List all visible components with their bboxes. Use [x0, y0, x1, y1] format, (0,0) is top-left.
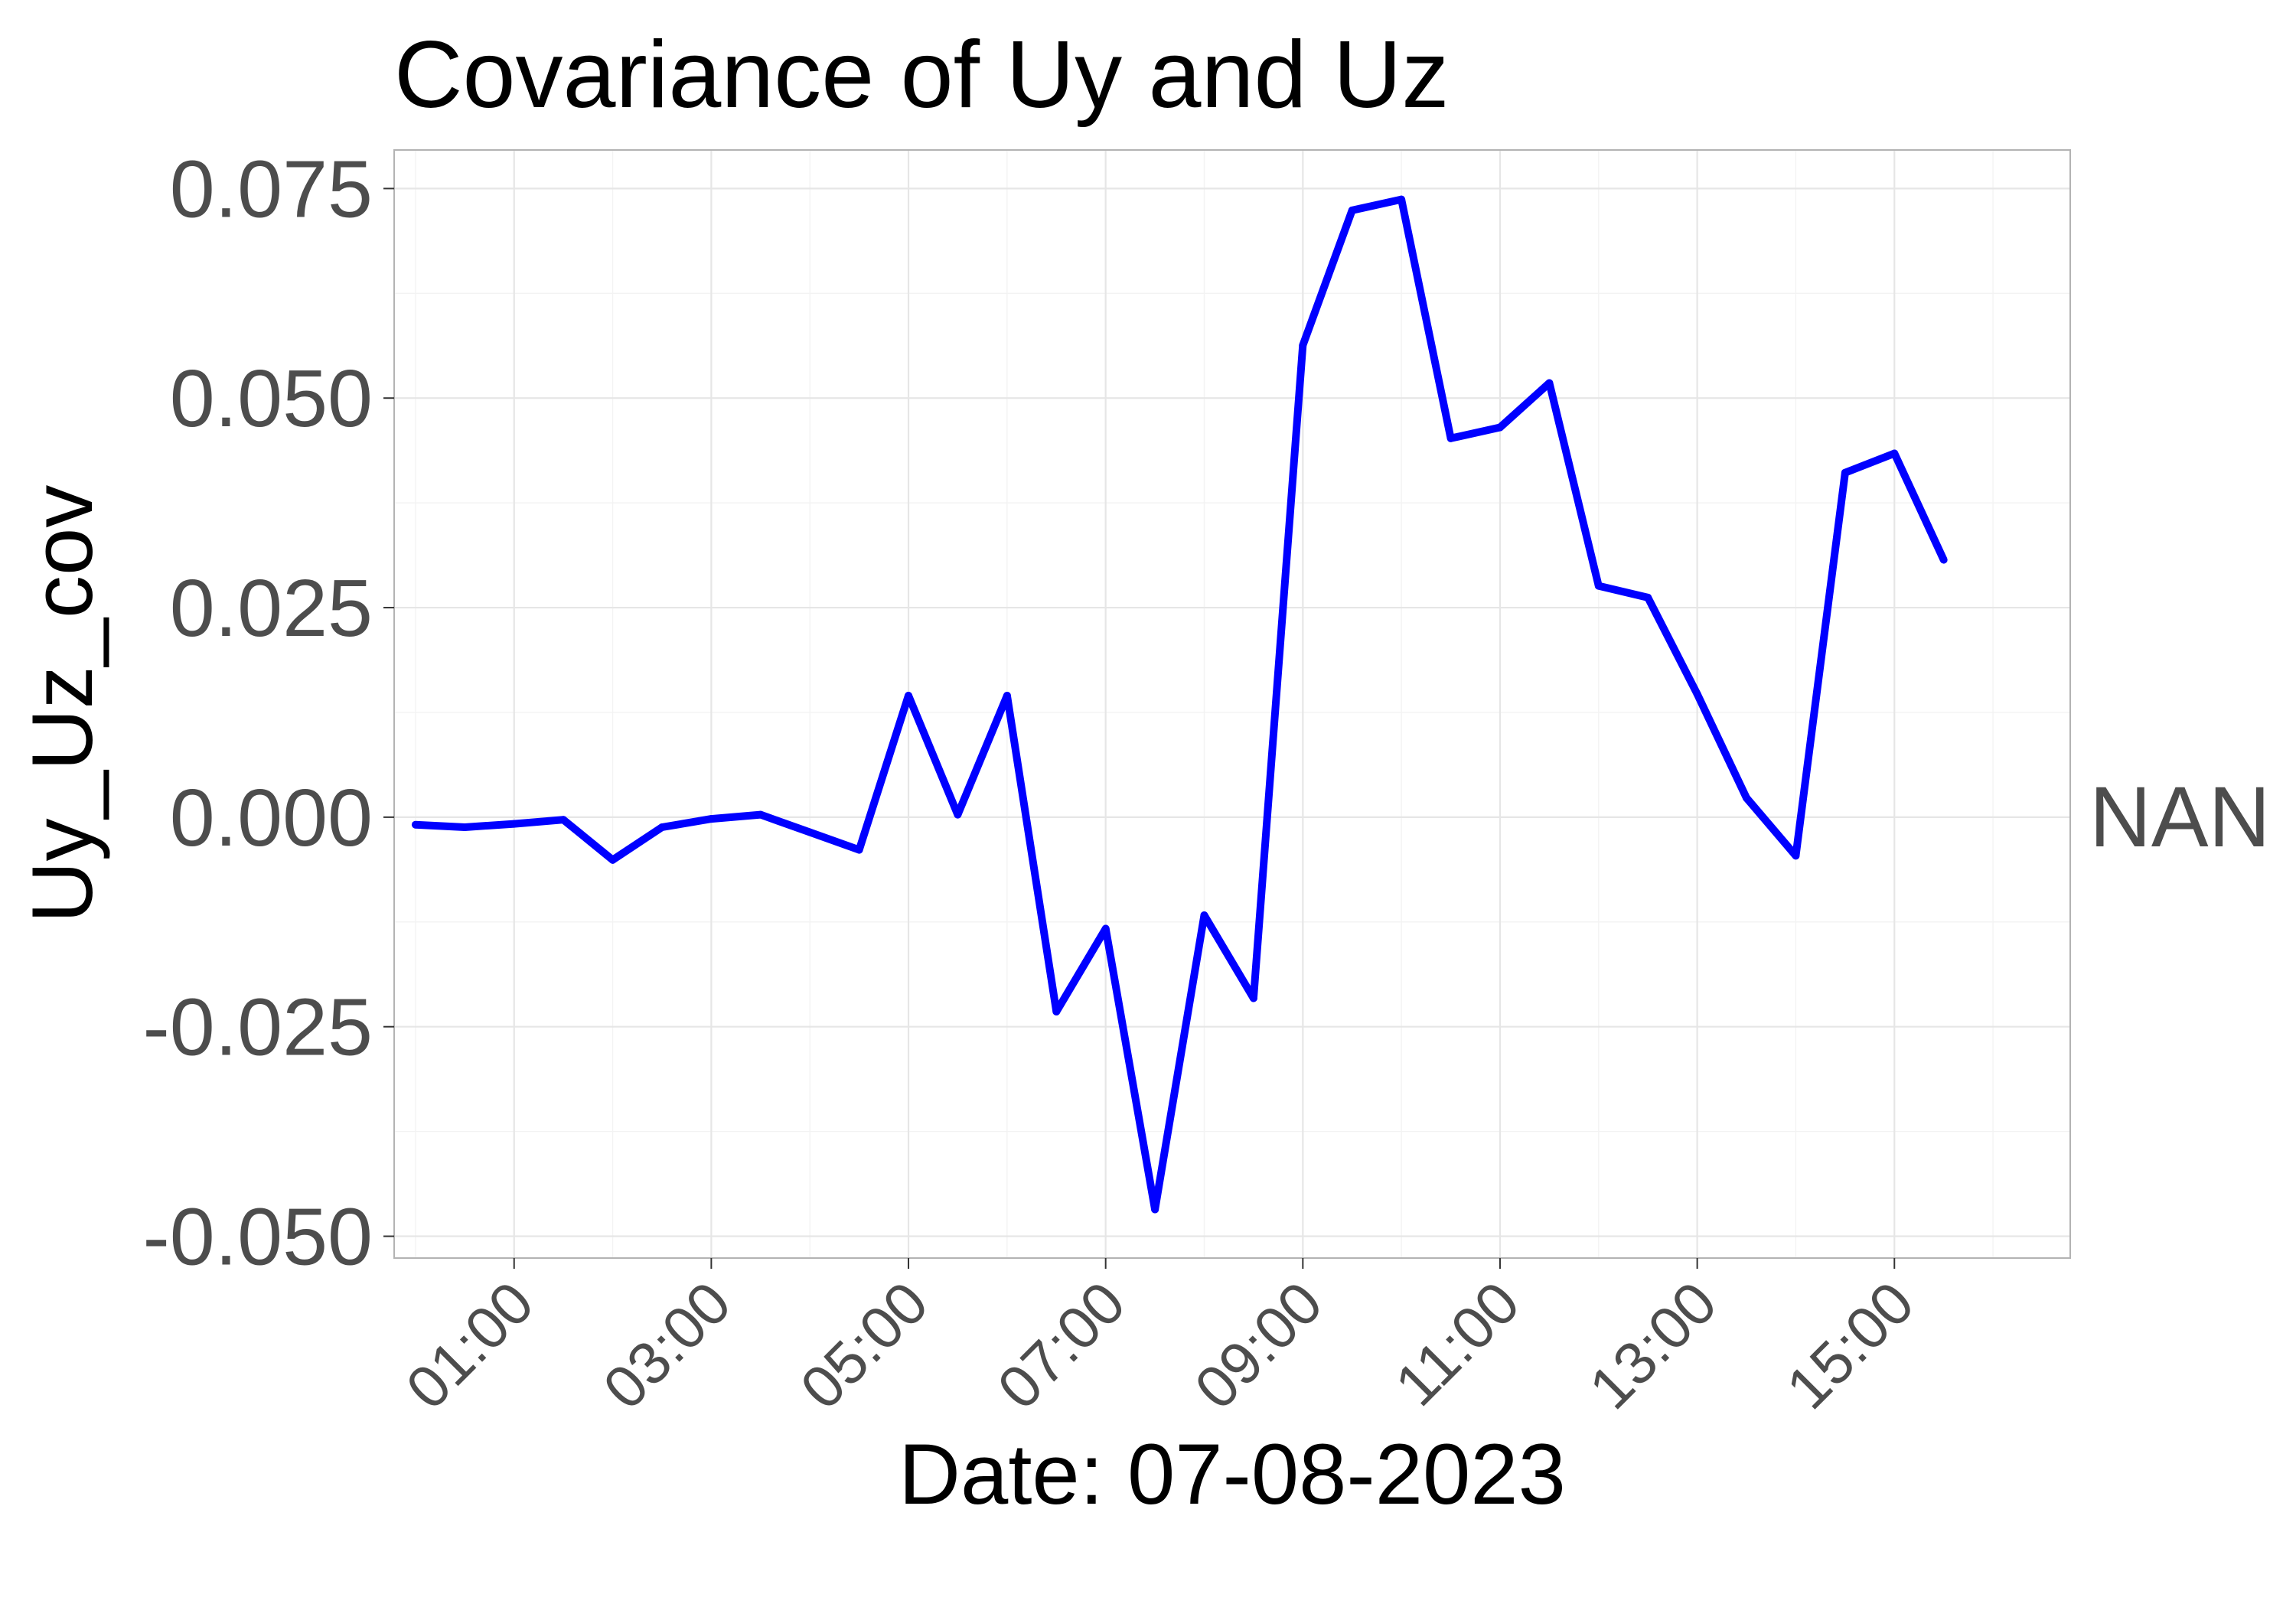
x-tick-label: 15:00: [1773, 1269, 1926, 1422]
data-point: [756, 810, 765, 819]
data-point: [1101, 924, 1110, 933]
x-tick-label: 09:00: [1182, 1269, 1335, 1422]
data-point: [608, 856, 617, 864]
y-tick-label: -0.050: [142, 1192, 373, 1283]
data-point: [559, 816, 568, 824]
data-point: [1644, 593, 1652, 601]
data-point: [461, 823, 469, 831]
data-point: [1743, 794, 1750, 802]
x-tick-label: 11:00: [1382, 1269, 1532, 1419]
data-point: [1939, 556, 1948, 564]
x-tick-label: 13:00: [1576, 1269, 1729, 1422]
data-point: [1003, 692, 1011, 699]
data-point: [1693, 689, 1701, 698]
data-point: [954, 810, 962, 819]
data-point: [1249, 994, 1257, 1002]
plot-panel-border: [393, 149, 2071, 1259]
x-axis-ticks: 01:00 03:00 05:00 07:00 09:00 11:00 13:00 15:00: [393, 1258, 1926, 1422]
data-point: [658, 823, 666, 831]
data-point: [855, 846, 863, 854]
grid-major: [394, 150, 2070, 1258]
data-point: [1151, 1205, 1159, 1214]
x-tick-label: 05:00: [788, 1269, 941, 1422]
data-point: [1299, 341, 1307, 350]
y-tick-label: 0.000: [170, 773, 373, 863]
data-point: [1446, 434, 1455, 442]
y-tick-label: 0.025: [170, 563, 373, 654]
y-tick-label: 0.075: [170, 144, 373, 234]
data-point: [510, 820, 518, 828]
data-point: [1792, 852, 1800, 860]
y-tick-label: 0.050: [170, 354, 373, 444]
x-axis-title: Date: 07-08-2023: [899, 1426, 1566, 1522]
data-point: [1496, 423, 1504, 432]
series-layer: [411, 195, 1948, 1214]
x-tick-label: 03:00: [590, 1269, 743, 1422]
data-point: [1594, 582, 1603, 590]
grid-minor: [394, 150, 2070, 1258]
data-point: [1890, 449, 1899, 458]
x-tick-label: 01:00: [393, 1269, 546, 1422]
data-point: [1841, 468, 1849, 477]
data-point: [905, 692, 912, 699]
chart-title: Covariance of Uy and Uz: [394, 22, 1449, 128]
data-point: [707, 815, 716, 823]
data-point: [1397, 195, 1406, 204]
y-axis-ticks: 0.075 0.050 0.025 0.000 -0.025 -0.050: [142, 144, 394, 1283]
data-point: [1052, 1008, 1061, 1015]
data-point: [1348, 206, 1356, 214]
data-point: [806, 828, 814, 836]
data-point: [1200, 911, 1208, 919]
y-tick-label: -0.025: [142, 983, 373, 1073]
y-axis-title: Uy_Uz_cov: [15, 485, 110, 924]
data-point: [1545, 379, 1554, 387]
x-tick-label: 07:00: [984, 1269, 1137, 1422]
series-line: [415, 195, 1948, 1214]
nan-label: NAN: [2089, 769, 2270, 865]
data-point: [411, 820, 419, 829]
